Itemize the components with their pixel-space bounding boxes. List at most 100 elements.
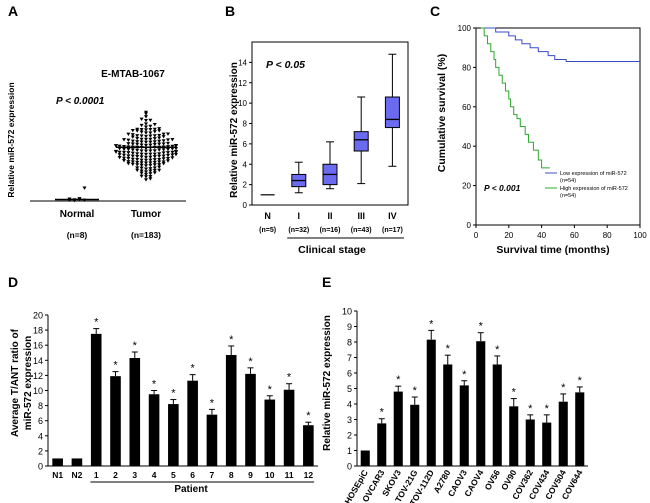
panel-a-point bbox=[148, 175, 153, 179]
panel-a-point bbox=[157, 158, 162, 162]
panel-a-point bbox=[139, 161, 144, 165]
panel-a-point bbox=[166, 153, 170, 158]
panel-a-point bbox=[144, 170, 148, 174]
panel-b-count-label: (n=43) bbox=[351, 227, 372, 234]
panel-d-significance-marker: * bbox=[287, 372, 292, 384]
panel-a-point bbox=[157, 168, 162, 173]
panel-a-point bbox=[161, 160, 166, 164]
panel-c-x-tick-label: 0 bbox=[474, 231, 479, 240]
panel-d-bar bbox=[110, 376, 121, 466]
panel-d-x-tick-label: N1 bbox=[52, 470, 63, 480]
panel-a-point bbox=[135, 134, 140, 138]
panel-d-y-tick-label: 20 bbox=[33, 311, 43, 321]
panel-a-point bbox=[157, 165, 162, 170]
panel-c-y-tick-label: 80 bbox=[462, 63, 471, 72]
panel-a-point bbox=[114, 144, 118, 148]
legend-n-high: (n=54) bbox=[560, 193, 576, 199]
panel-e-plot: 012345678910HOSEpiC*OVCAR3*SKOV3*TOV-21G… bbox=[342, 307, 588, 503]
panel-d-x-tick-label: 10 bbox=[265, 470, 275, 480]
panel-c-plot: 0 20 40 60 80 100 0 20 40 60 80 100 bbox=[458, 24, 648, 240]
panel-a-point bbox=[166, 147, 170, 152]
panel-a-point bbox=[161, 157, 166, 161]
panel-a-point bbox=[144, 161, 148, 165]
panel-label-a: A bbox=[8, 3, 18, 19]
panel-a-point bbox=[135, 136, 140, 141]
panel-a-point bbox=[144, 175, 148, 179]
panel-a-point bbox=[126, 156, 131, 161]
panel-a-point bbox=[166, 141, 170, 146]
panel-d-bar bbox=[225, 355, 237, 466]
panel-a-point bbox=[144, 155, 148, 160]
panel-b-x-tick-label: III bbox=[357, 211, 365, 221]
panel-e-bar bbox=[459, 385, 469, 466]
panel-a-point bbox=[139, 174, 144, 179]
panel-a-point bbox=[139, 166, 144, 171]
panel-a-point bbox=[166, 138, 170, 142]
panel-a-point bbox=[130, 135, 135, 139]
panel-a-point bbox=[126, 132, 131, 136]
panel-a-point bbox=[161, 162, 166, 166]
panel-a-point bbox=[170, 156, 175, 160]
panel-a-point bbox=[157, 163, 162, 167]
panel-c-ylabel: Cumulative survival (%) bbox=[436, 54, 448, 172]
panel-a-point bbox=[144, 164, 148, 168]
panel-a-point bbox=[135, 155, 140, 159]
panel-a-point bbox=[152, 140, 157, 144]
panel-e-bar bbox=[393, 391, 403, 466]
panel-a-point bbox=[148, 161, 153, 165]
panel-e-significance-marker: * bbox=[446, 343, 451, 355]
panel-a-point bbox=[130, 148, 135, 152]
panel-d-significance-marker: * bbox=[229, 334, 234, 346]
panel-a-point bbox=[135, 163, 140, 167]
panel-c: Cumulative survival (%) Survival time (m… bbox=[436, 54, 628, 256]
panel-d-bar bbox=[303, 425, 314, 466]
panel-a-point bbox=[82, 186, 87, 190]
panel-d-bar bbox=[129, 358, 141, 466]
panel-a-point bbox=[144, 115, 148, 119]
panel-a-point bbox=[152, 163, 157, 167]
panel-a-point bbox=[157, 154, 162, 159]
panel-a-point bbox=[174, 150, 178, 154]
panel-a-point bbox=[139, 134, 144, 138]
panel-a-point bbox=[126, 142, 131, 146]
panel-a-point bbox=[144, 110, 148, 115]
panel-a-point bbox=[135, 158, 140, 162]
panel-a-group-label-normal: Normal bbox=[60, 209, 95, 220]
panel-a-point bbox=[139, 163, 144, 168]
panel-a-ylabel: Relative miR-572 expression bbox=[6, 82, 16, 197]
panel-b-y-tick-label: 0 bbox=[243, 201, 248, 210]
panel-e-significance-marker: * bbox=[396, 374, 401, 386]
panel-a-point bbox=[126, 147, 131, 152]
panel-a-point bbox=[122, 156, 126, 161]
panel-d-xlabel: Patient bbox=[174, 484, 208, 495]
panel-e-bar bbox=[476, 341, 486, 466]
panel-a-point bbox=[170, 153, 175, 157]
panel-e-significance-marker: * bbox=[578, 375, 583, 387]
panel-a-point bbox=[117, 155, 122, 160]
panel-a-point bbox=[139, 152, 144, 157]
panel-a-point bbox=[170, 147, 175, 151]
panel-d-bar bbox=[90, 333, 102, 466]
panel-a-point bbox=[157, 133, 162, 138]
panel-e-significance-marker: * bbox=[380, 407, 385, 419]
panel-a-point bbox=[174, 143, 178, 148]
panel-b-count-label: (n=16) bbox=[320, 227, 341, 234]
panel-a-point bbox=[130, 157, 135, 162]
panel-a-point bbox=[135, 127, 140, 132]
panel-a-point bbox=[126, 161, 131, 166]
panel-a-point bbox=[130, 129, 135, 133]
panel-d-y-tick-label: 6 bbox=[38, 416, 43, 426]
panel-d-significance-marker: * bbox=[152, 379, 157, 391]
panel-d-significance-marker: * bbox=[133, 340, 138, 352]
panel-d-x-tick-label: 6 bbox=[190, 470, 195, 480]
panel-a-point bbox=[135, 142, 140, 147]
panel-c-x-tick-label: 40 bbox=[537, 231, 546, 240]
legend-label-high: High expression of miR-572 bbox=[560, 186, 628, 192]
panel-b-y-tick-label: 12 bbox=[238, 79, 247, 88]
panel-b-y-tick-label: 6 bbox=[243, 140, 248, 149]
panel-a-point bbox=[148, 169, 153, 173]
panel-a-point bbox=[135, 140, 140, 144]
panel-d-bar bbox=[264, 399, 276, 466]
panel-e-bar bbox=[509, 406, 519, 466]
panel-a-point bbox=[144, 128, 148, 132]
